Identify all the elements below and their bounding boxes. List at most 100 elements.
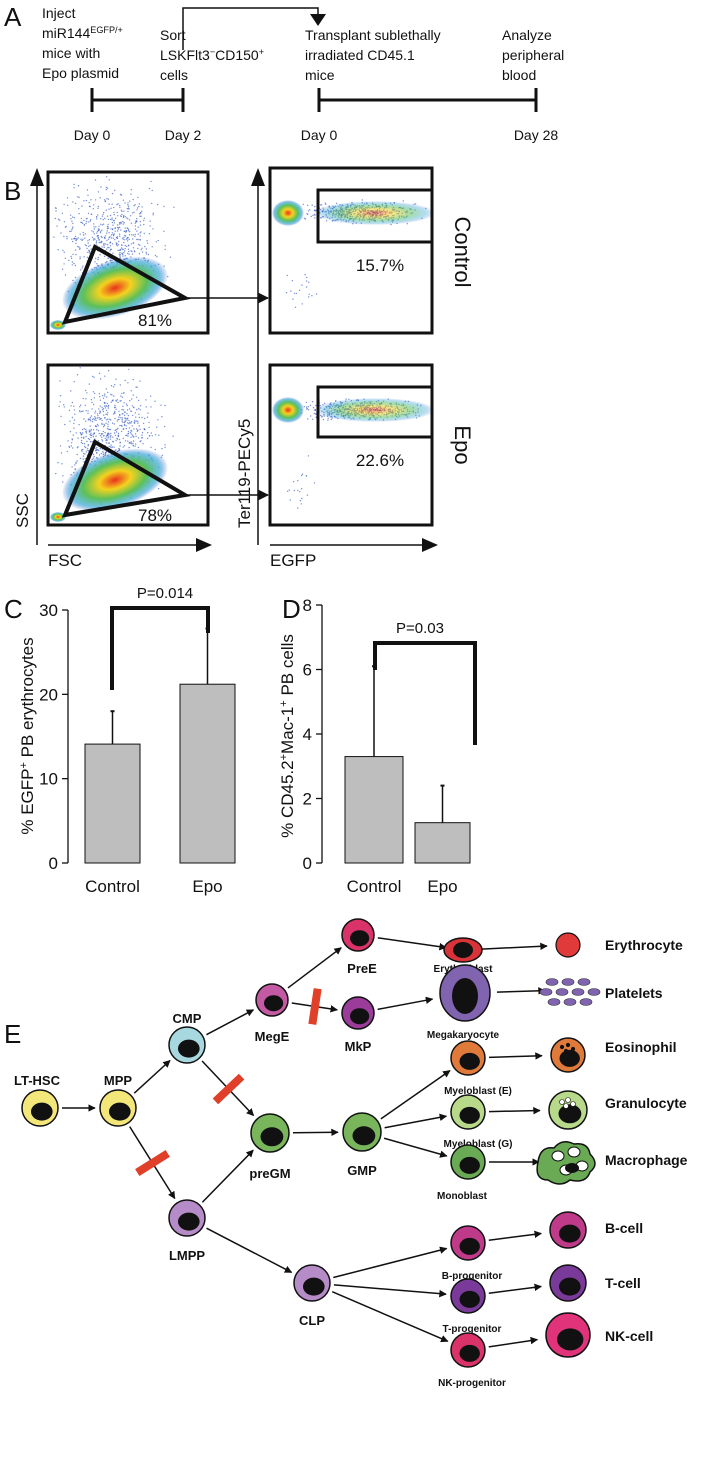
event-dot (71, 227, 74, 229)
event-dot (130, 443, 133, 445)
event-dot (124, 235, 127, 237)
event-dot (129, 200, 131, 202)
event-dot (119, 254, 122, 256)
event-dot (128, 408, 131, 410)
y-axis-label: % CD45.2+Mac-1+ PB cells (278, 634, 297, 838)
y-tick-label: 8 (303, 596, 312, 615)
event-dot (106, 228, 109, 230)
event-dot (130, 193, 132, 195)
event-dot (115, 429, 117, 431)
event-dot (113, 412, 116, 414)
event-dot (164, 404, 166, 407)
event-dot (138, 213, 141, 215)
event-dot (73, 238, 76, 240)
event-dot (79, 258, 81, 260)
event-dot (81, 428, 84, 431)
event-dot (130, 433, 133, 435)
event-dot (119, 256, 122, 258)
event-dot (98, 417, 100, 419)
event-dot (128, 368, 130, 371)
density (315, 398, 435, 422)
event-dot (110, 401, 112, 403)
event-dot (88, 431, 90, 433)
platelet (579, 998, 593, 1006)
event-dot (109, 418, 111, 420)
event-dot (164, 245, 166, 247)
event-dot (55, 210, 57, 212)
event-dot (62, 475, 64, 477)
event-dot (88, 205, 91, 207)
vacuole (551, 1150, 565, 1162)
granule (563, 1103, 569, 1109)
event-dot (111, 394, 113, 396)
event-dot (75, 461, 77, 464)
event-dot (133, 406, 135, 408)
event-dot (80, 441, 83, 444)
event-dot (114, 239, 116, 241)
step-text: miR144EGFP/+ (42, 25, 123, 41)
event-dot (109, 241, 112, 244)
event-dot (99, 254, 101, 256)
lineage-arrow (488, 1106, 541, 1115)
event-dot (133, 205, 135, 207)
event-dot (148, 435, 151, 437)
event-dot (137, 238, 139, 241)
cell-label: MkP (345, 1039, 372, 1054)
event-dot (91, 213, 93, 215)
event-dot (72, 434, 75, 436)
event-dot (103, 243, 105, 245)
event-dot (99, 435, 102, 437)
event-dot (91, 230, 93, 232)
text-segment: Epo plasmid (42, 65, 119, 81)
event-dot (107, 218, 110, 221)
event-dot (108, 236, 110, 239)
event-dot (113, 214, 115, 216)
event-dot (105, 209, 108, 211)
event-dot (92, 418, 94, 421)
event-dot (107, 412, 109, 414)
event-dot (63, 251, 65, 253)
event-dot (143, 217, 145, 219)
event-dot (135, 443, 137, 445)
event-dot (95, 425, 98, 428)
event-dot (126, 217, 128, 219)
event-dot (128, 422, 130, 425)
lineage-arrow (496, 987, 546, 995)
event-dot (335, 202, 338, 204)
event-dot (98, 239, 101, 241)
bar (414, 822, 471, 864)
event-dot (124, 202, 126, 204)
event-dot (103, 423, 105, 426)
event-dot (107, 421, 110, 423)
event-dot (78, 246, 80, 248)
event-dot (147, 412, 149, 414)
event-dot (321, 416, 323, 418)
event-dot (62, 481, 64, 483)
day-label: Day 2 (165, 127, 202, 143)
significance-bracket (373, 641, 477, 745)
event-dot (101, 246, 103, 248)
event-dot (121, 392, 123, 395)
event-dot (71, 264, 74, 266)
text-segment: mice with (42, 45, 100, 61)
event-dot (95, 243, 97, 245)
event-dot (114, 406, 117, 408)
event-dot (120, 215, 122, 217)
event-dot (157, 419, 159, 421)
event-dot (106, 226, 109, 228)
cell-label: NK-progenitor (438, 1378, 506, 1389)
event-dot (111, 228, 114, 231)
event-dot (89, 433, 91, 436)
panel-label: A (4, 2, 22, 32)
event-dot (82, 455, 85, 457)
x-tick-label: Epo (192, 877, 222, 896)
step-text: blood (502, 67, 536, 83)
event-dot (121, 417, 124, 419)
event-dot (106, 239, 108, 242)
event-dot (125, 427, 128, 430)
event-dot (100, 242, 102, 244)
event-dot (79, 406, 81, 408)
event-dot (163, 205, 165, 208)
event-dot (81, 449, 83, 451)
event-dot (106, 438, 108, 441)
